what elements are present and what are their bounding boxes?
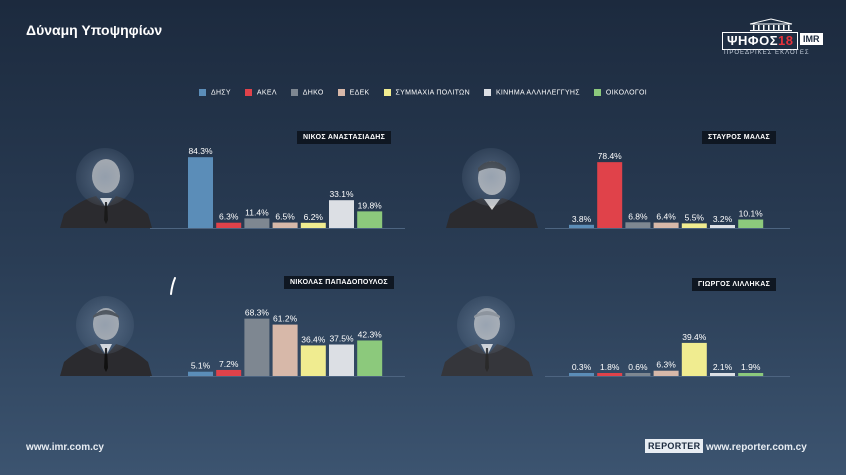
bar-value-label: 1.9%	[741, 362, 761, 372]
reporter-logo: REPORTER	[645, 439, 703, 453]
bar-value-label: 39.4%	[682, 332, 707, 342]
bar	[710, 373, 735, 376]
bar-value-label: 0.6%	[628, 362, 648, 372]
bar	[597, 373, 622, 376]
bar-value-label: 2.1%	[713, 362, 733, 372]
stray-stroke-mark	[170, 277, 176, 295]
footer-imr-url[interactable]: www.imr.com.cy	[26, 442, 104, 453]
bar-value-label: 0.3%	[572, 362, 592, 372]
bar-value-label: 6.3%	[656, 360, 676, 370]
bar	[569, 373, 594, 376]
bar	[738, 373, 763, 376]
footer-reporter-url[interactable]: www.reporter.com.cy	[706, 442, 807, 453]
bar	[625, 373, 650, 376]
bar	[682, 343, 707, 376]
bar-value-label: 1.8%	[600, 362, 620, 372]
bar	[654, 371, 679, 376]
